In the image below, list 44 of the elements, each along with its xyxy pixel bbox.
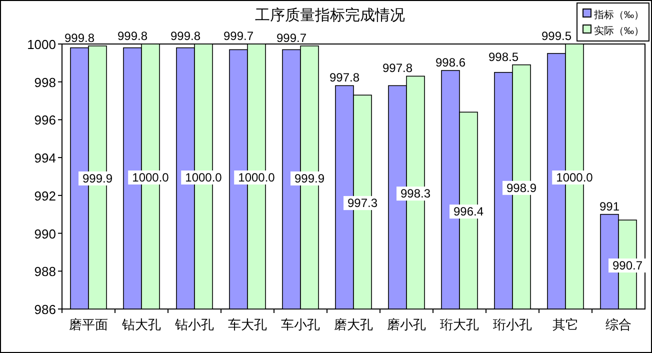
data-label: 990.7 xyxy=(612,258,643,273)
data-label: 997.8 xyxy=(382,61,413,76)
data-label: 999.9 xyxy=(294,171,325,186)
x-tick-label: 车小孔 xyxy=(281,317,320,332)
data-label: 999.8 xyxy=(117,29,148,43)
y-tick-label: 998 xyxy=(34,74,56,90)
chart-title: 工序质量指标完成情况 xyxy=(255,7,405,24)
data-label: 1000.0 xyxy=(132,170,170,184)
data-label: 999.7 xyxy=(223,29,254,43)
data-label: 998.5 xyxy=(488,50,519,64)
data-label: 1000.0 xyxy=(185,170,222,184)
x-tick-label: 钻大孔 xyxy=(121,317,161,332)
data-label: 1000.0 xyxy=(238,170,276,184)
x-tick-label: 钻小孔 xyxy=(174,317,214,332)
x-tick-label: 磨小孔 xyxy=(387,317,426,332)
x-tick-label: 车大孔 xyxy=(228,317,267,332)
x-tick-label: 珩大孔 xyxy=(440,317,479,332)
x-tick-label: 磨大孔 xyxy=(334,317,373,332)
x-tick-label: 其它 xyxy=(552,317,578,332)
data-label: 991 xyxy=(599,199,620,214)
y-tick-label: 988 xyxy=(34,264,56,280)
data-label: 999.8 xyxy=(170,29,201,43)
x-tick-label: 珩小孔 xyxy=(493,317,532,332)
y-tick-label: 996 xyxy=(34,112,56,128)
x-tick-label: 磨平面 xyxy=(69,317,108,332)
data-label: 999.9 xyxy=(82,171,113,186)
data-label: 997.8 xyxy=(329,70,360,85)
data-label: 998.6 xyxy=(435,56,466,70)
legend-label: 指标（‰） xyxy=(593,9,644,21)
y-tick-label: 1000 xyxy=(27,37,56,52)
y-tick-label: 992 xyxy=(34,188,56,204)
x-tick-label: 综合 xyxy=(606,317,632,332)
y-tick-label: 994 xyxy=(34,150,56,166)
y-tick-label: 986 xyxy=(34,302,56,317)
data-label: 999.8 xyxy=(64,30,95,45)
data-label: 996.4 xyxy=(453,204,484,219)
legend-label: 实际（‰） xyxy=(594,25,644,37)
data-label: 999.7 xyxy=(276,30,307,45)
data-label: 998.3 xyxy=(400,186,431,201)
data-label: 1000.0 xyxy=(556,170,594,184)
data-label: 997.3 xyxy=(347,196,378,210)
data-label: 999.5 xyxy=(541,29,572,43)
y-tick-label: 990 xyxy=(34,226,56,242)
data-label: 998.9 xyxy=(506,180,537,195)
